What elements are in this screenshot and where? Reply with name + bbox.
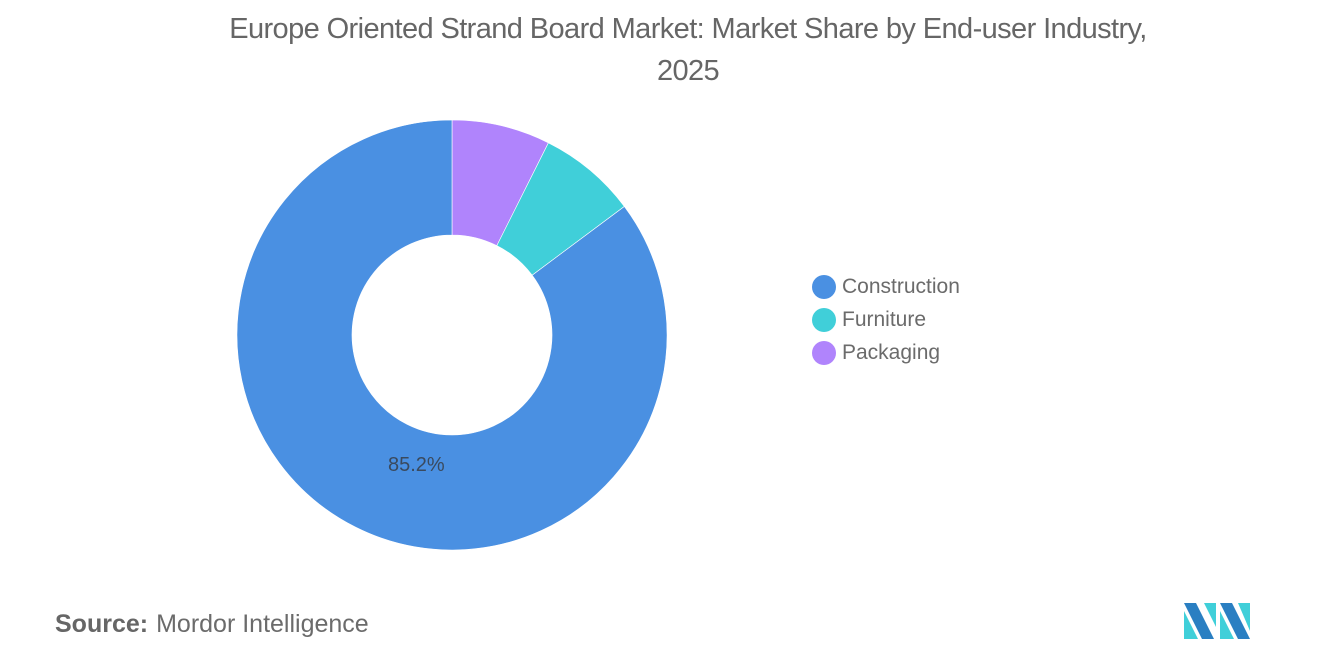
- chart-title-line-1: Europe Oriented Strand Board Market: Mar…: [229, 13, 1147, 45]
- donut-slices: [236, 119, 668, 551]
- slice-construction[interactable]: [236, 119, 668, 551]
- legend-item-construction[interactable]: Construction: [812, 270, 960, 303]
- source-value: Mordor Intelligence: [156, 610, 369, 638]
- legend-label: Furniture: [842, 307, 927, 331]
- legend-label: Packaging: [842, 340, 941, 364]
- packaging-swatch-icon: [812, 340, 836, 365]
- legend-item-packaging[interactable]: Packaging: [812, 336, 960, 369]
- legend-label: Construction: [842, 274, 960, 298]
- construction-swatch-icon: [812, 274, 836, 299]
- chart-title-line-2: 2025: [656, 55, 720, 87]
- construction-data-label: 85.2%: [388, 454, 445, 476]
- source-label: Source:: [55, 610, 149, 638]
- source-note: Source: Mordor Intelligence: [55, 610, 369, 639]
- furniture-swatch-icon: [812, 307, 836, 332]
- legend: Construction Furniture Packaging: [812, 270, 960, 369]
- mordor-intelligence-logo-icon: [1184, 603, 1250, 639]
- legend-item-furniture[interactable]: Furniture: [812, 303, 960, 336]
- chart-title: Europe Oriented Strand Board Market: Mar…: [0, 8, 1320, 92]
